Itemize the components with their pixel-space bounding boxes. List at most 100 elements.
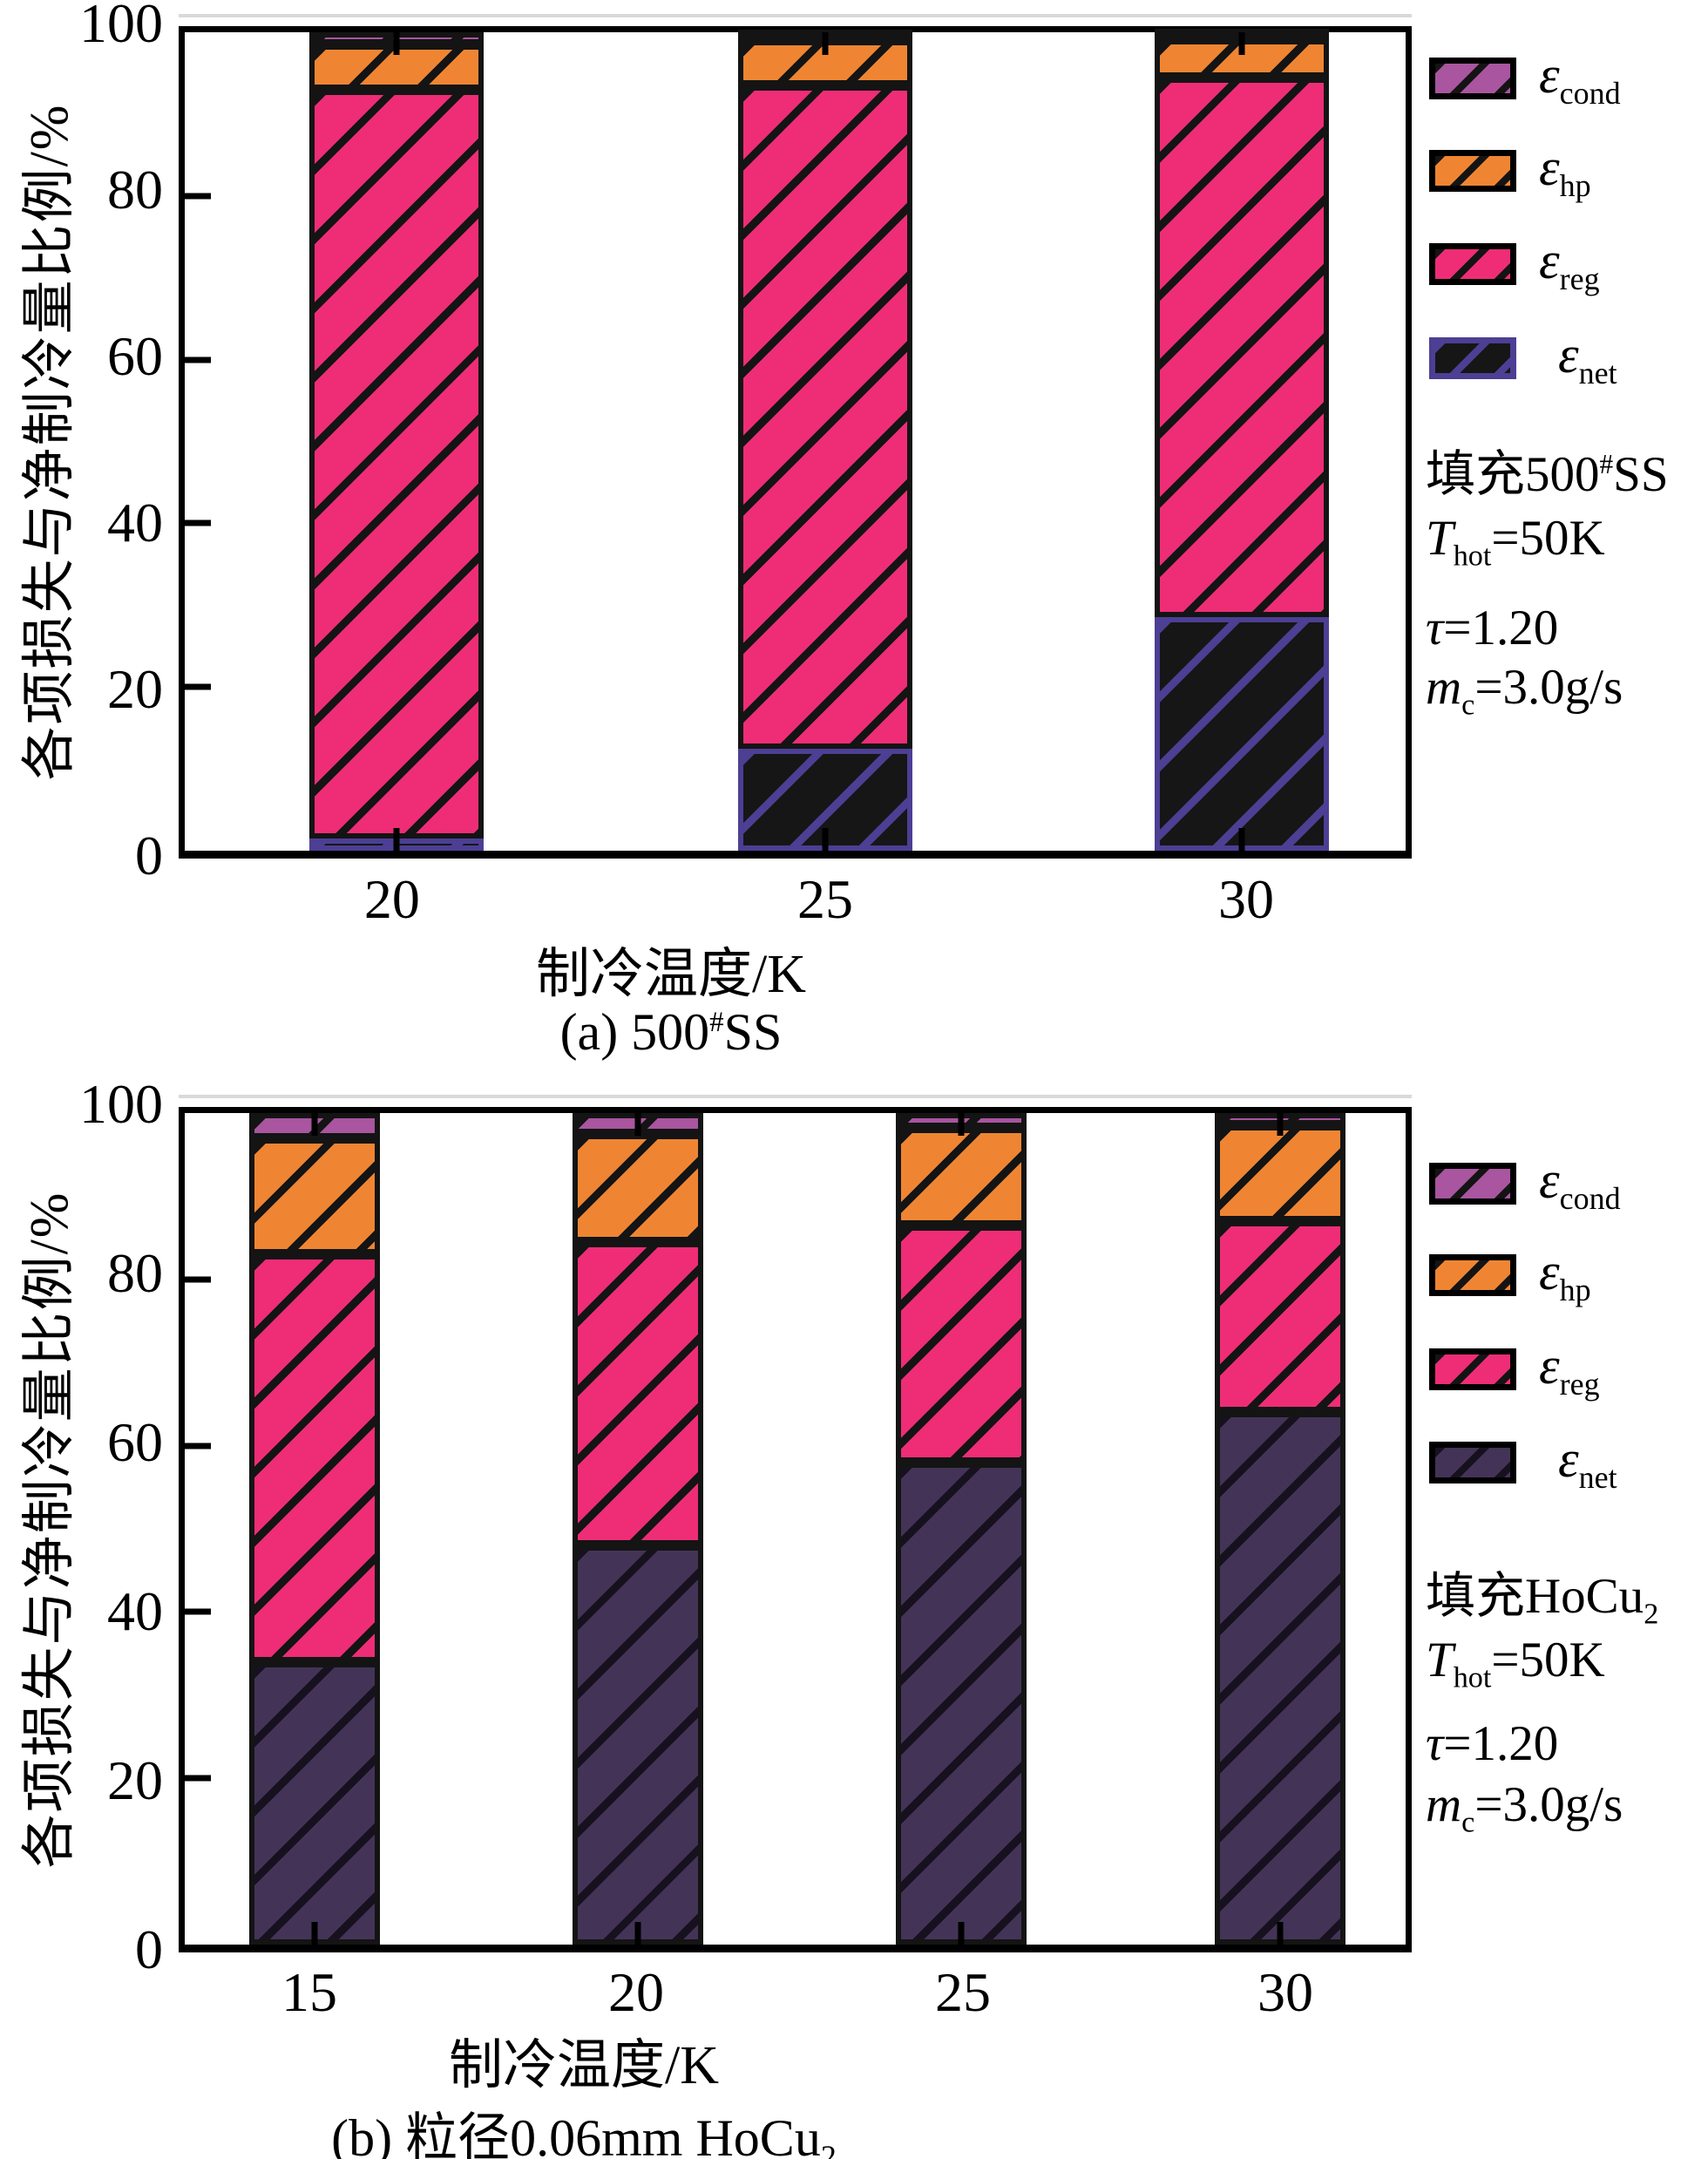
x-tick-mark-bottom xyxy=(1238,828,1245,851)
bar-segment-net xyxy=(572,1545,703,1945)
legend-label-reg: εreg xyxy=(1539,231,1600,297)
x-tick-mark-bottom xyxy=(822,828,829,851)
bar-segment-hp xyxy=(248,1137,380,1255)
anno-var: T xyxy=(1426,511,1454,566)
y-tick-label: 100 xyxy=(79,1073,163,1135)
legend-item-hp-b: εhp xyxy=(1429,1243,1591,1307)
anno-var: τ xyxy=(1426,1716,1444,1771)
bar-segment-reg xyxy=(572,1241,703,1546)
y-tick-label: 60 xyxy=(107,325,163,387)
legend-label-hp: εhp xyxy=(1539,1242,1591,1308)
legend-subscript: hp xyxy=(1559,168,1591,203)
plot-area-a xyxy=(179,26,1412,859)
bar-segment-net xyxy=(1154,617,1329,851)
x-tick-label: 25 xyxy=(934,1961,991,2023)
anno-sup: # xyxy=(1599,449,1614,479)
bar-15K xyxy=(248,1113,380,1945)
annotation-tau-a: τ=1.20 xyxy=(1426,600,1558,656)
annotation-mc-b: mc=3.0g/s xyxy=(1426,1776,1623,1839)
y-tick-label: 60 xyxy=(107,1411,163,1473)
anno-lead: 填充HoCu xyxy=(1426,1569,1644,1624)
bar-segment-reg xyxy=(896,1225,1027,1463)
legend-item-hp-a: εhp xyxy=(1429,139,1591,203)
epsilon-symbol: ε xyxy=(1539,1243,1560,1300)
annotation-thot-a: Thot=50K xyxy=(1426,510,1605,573)
legend-swatch-cond xyxy=(1429,58,1516,99)
bar-30K xyxy=(1154,28,1329,851)
y-tick-mark xyxy=(185,1443,211,1450)
y-tick-label: 40 xyxy=(107,492,163,553)
anno-tail: =50K xyxy=(1491,1633,1605,1687)
epsilon-symbol: ε xyxy=(1539,1337,1560,1395)
bar-segment-net xyxy=(248,1661,380,1945)
anno-lead: 填充500 xyxy=(1426,447,1600,502)
x-tick-label: 30 xyxy=(1217,868,1274,930)
bar-segment-hp xyxy=(572,1133,703,1242)
legend-label-cond: εcond xyxy=(1539,1151,1621,1217)
x-tick-label: 20 xyxy=(363,868,420,930)
annotation-filling-a: 填充500#SS xyxy=(1426,434,1669,509)
epsilon-symbol: ε xyxy=(1539,1151,1560,1209)
epsilon-symbol: ε xyxy=(1539,232,1560,289)
x-tick-mark-top xyxy=(393,32,399,55)
anno-tail: =1.20 xyxy=(1443,1716,1559,1771)
x-tick-label: 15 xyxy=(281,1961,337,2023)
legend-label-hp: εhp xyxy=(1539,138,1591,204)
y-tick-mark xyxy=(185,1276,211,1283)
anno-tail: =1.20 xyxy=(1443,601,1559,655)
legend-swatch-net xyxy=(1429,337,1516,379)
anno-var: m xyxy=(1426,1777,1462,1832)
x-tick-mark-top xyxy=(958,1113,965,1136)
anno-tail: =3.0g/s xyxy=(1474,660,1623,715)
y-tick-label: 80 xyxy=(107,159,163,221)
caption-b-lead: (b) 粒径0.06mm HoCu xyxy=(331,2109,821,2159)
x-tick-mark-bottom xyxy=(393,828,399,851)
legend-item-cond-b: εcond xyxy=(1429,1151,1621,1216)
anno-sub: c xyxy=(1461,1806,1475,1839)
bar-segment-reg xyxy=(1215,1221,1346,1413)
legend-subscript: reg xyxy=(1559,1367,1600,1402)
caption-b: (b) 粒径0.06mm HoCu2 xyxy=(331,2095,837,2159)
anno-sub: hot xyxy=(1453,1661,1492,1694)
caption-a-tail: SS xyxy=(723,1003,783,1061)
x-tick-mark-bottom xyxy=(958,1922,965,1945)
caption-a-sup: # xyxy=(709,1007,724,1038)
y-tick-label: 0 xyxy=(135,825,163,886)
legend-item-net-b: εnet xyxy=(1429,1430,1617,1495)
x-tick-mark-bottom xyxy=(1277,1922,1284,1945)
bar-segment-reg xyxy=(308,89,484,838)
legend-swatch-cond xyxy=(1429,1163,1516,1205)
y-tick-label: 20 xyxy=(107,658,163,720)
x-tick-mark-bottom xyxy=(311,1922,317,1945)
legend-label-net: εnet xyxy=(1558,325,1617,391)
bar-segment-net xyxy=(896,1462,1027,1945)
legend-subscript: cond xyxy=(1559,76,1621,111)
legend-swatch-hp xyxy=(1429,1254,1516,1296)
x-tick-mark-top xyxy=(822,32,829,55)
bar-30K xyxy=(1215,1113,1346,1945)
x-tick-mark-bottom xyxy=(634,1922,641,1945)
legend-swatch-reg xyxy=(1429,243,1516,285)
anno-tail: SS xyxy=(1613,447,1669,502)
anno-tail: =50K xyxy=(1491,511,1605,566)
x-tick-mark-top xyxy=(1277,1113,1284,1136)
bar-segment-reg xyxy=(737,85,912,749)
bar-segment-hp xyxy=(1215,1125,1346,1222)
bar-25K xyxy=(896,1113,1027,1945)
legend-label-reg: εreg xyxy=(1539,1336,1600,1402)
legend-swatch-reg xyxy=(1429,1348,1516,1390)
legend-label-cond: εcond xyxy=(1539,45,1621,112)
x-tick-mark-top xyxy=(311,1113,317,1136)
epsilon-symbol: ε xyxy=(1558,326,1579,384)
annotation-thot-b: Thot=50K xyxy=(1426,1632,1605,1694)
anno-sub: 2 xyxy=(1644,1598,1659,1631)
anno-var: m xyxy=(1426,660,1462,715)
anno-tail: =3.0g/s xyxy=(1474,1777,1623,1832)
scan-artifact-line-b xyxy=(179,1095,1412,1098)
bar-segment-hp xyxy=(896,1128,1027,1225)
x-tick-mark-top xyxy=(634,1113,641,1136)
y-tick-label: 40 xyxy=(107,1580,163,1642)
anno-sub: hot xyxy=(1453,540,1492,573)
anno-var: τ xyxy=(1426,601,1444,655)
annotation-tau-b: τ=1.20 xyxy=(1426,1715,1558,1772)
